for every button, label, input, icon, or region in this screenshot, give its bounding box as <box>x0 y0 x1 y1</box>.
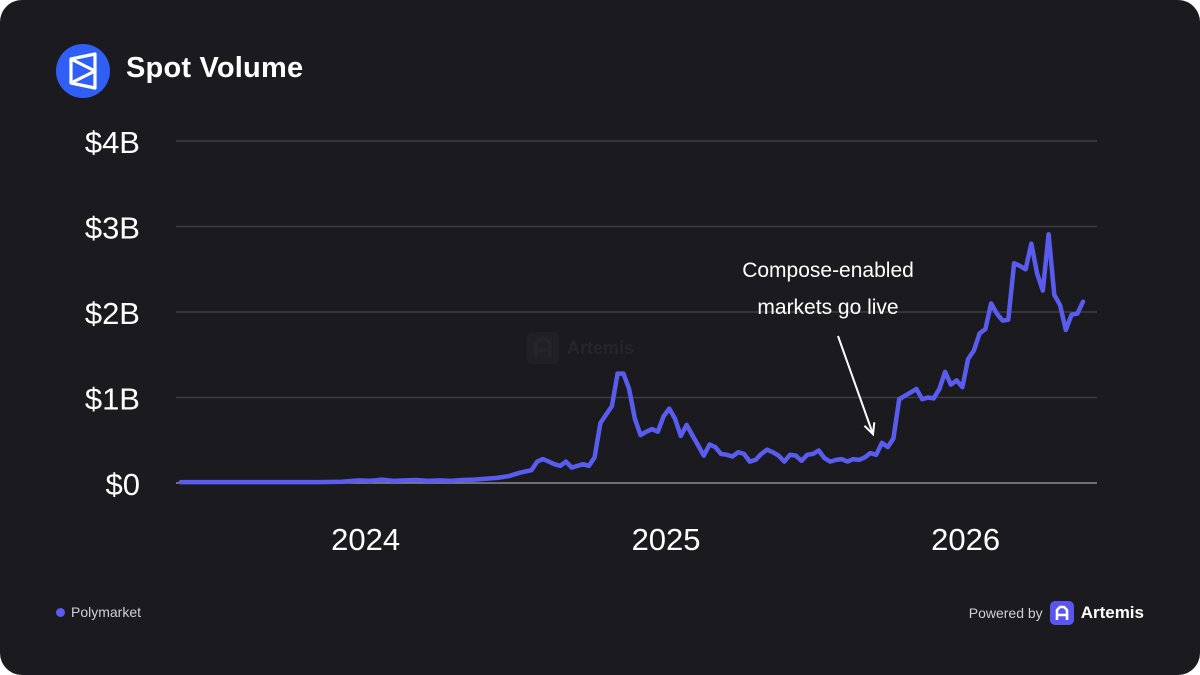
x-tick-label: 2025 <box>632 522 701 557</box>
annotation-arrow <box>837 335 874 435</box>
y-tick-label: $0 <box>106 467 140 502</box>
y-tick-label: $4B <box>85 125 140 160</box>
series-line-polymarket <box>178 231 1086 485</box>
brand-name: Artemis <box>1080 603 1144 622</box>
chart-title: Spot Volume <box>126 52 304 84</box>
powered-by: Powered by Artemis <box>969 601 1144 625</box>
y-tick-label: $1B <box>85 382 140 417</box>
annotation-arrowhead <box>863 422 876 437</box>
annotation-text: Compose-enabled <box>742 259 914 282</box>
artemis-watermark-icon <box>527 332 559 364</box>
legend-label: Polymarket <box>71 604 142 620</box>
annotation-text: markets go live <box>757 296 898 319</box>
x-tick-label: 2026 <box>931 522 1000 557</box>
artemis-logo-icon <box>1049 601 1074 625</box>
y-tick-label: $2B <box>85 296 140 331</box>
watermark: Artemis <box>527 332 634 364</box>
y-tick-label: $3B <box>85 211 140 246</box>
watermark-text: Artemis <box>567 337 635 358</box>
polymarket-logo-icon <box>56 44 110 98</box>
x-tick-label: 2024 <box>331 522 400 557</box>
powered-by-text: Powered by <box>968 605 1043 621</box>
legend-color-dot <box>56 607 65 617</box>
legend: Polymarket <box>56 604 141 620</box>
